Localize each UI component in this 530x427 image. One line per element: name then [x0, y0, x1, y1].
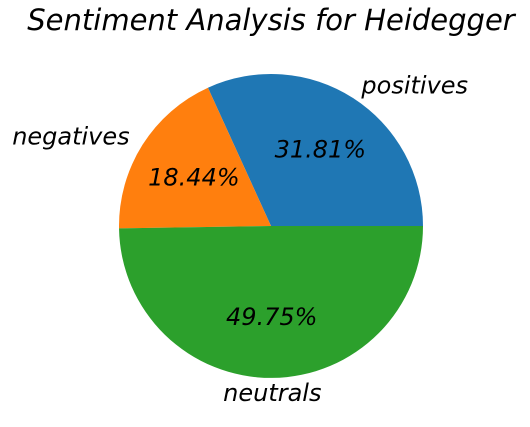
slice-percent-neutrals: 49.75%: [226, 303, 318, 331]
pie-slices: [119, 74, 423, 378]
slice-percent-positives: 31.81%: [275, 135, 367, 163]
slice-label-neutrals: neutrals: [223, 379, 321, 407]
slice-percent-negatives: 18.44%: [148, 163, 240, 191]
chart-title: Sentiment Analysis for Heidegger: [27, 3, 517, 37]
slice-label-negatives: negatives: [12, 123, 129, 151]
pie-slice-neutrals: [119, 226, 423, 378]
slice-label-positives: positives: [360, 71, 468, 99]
